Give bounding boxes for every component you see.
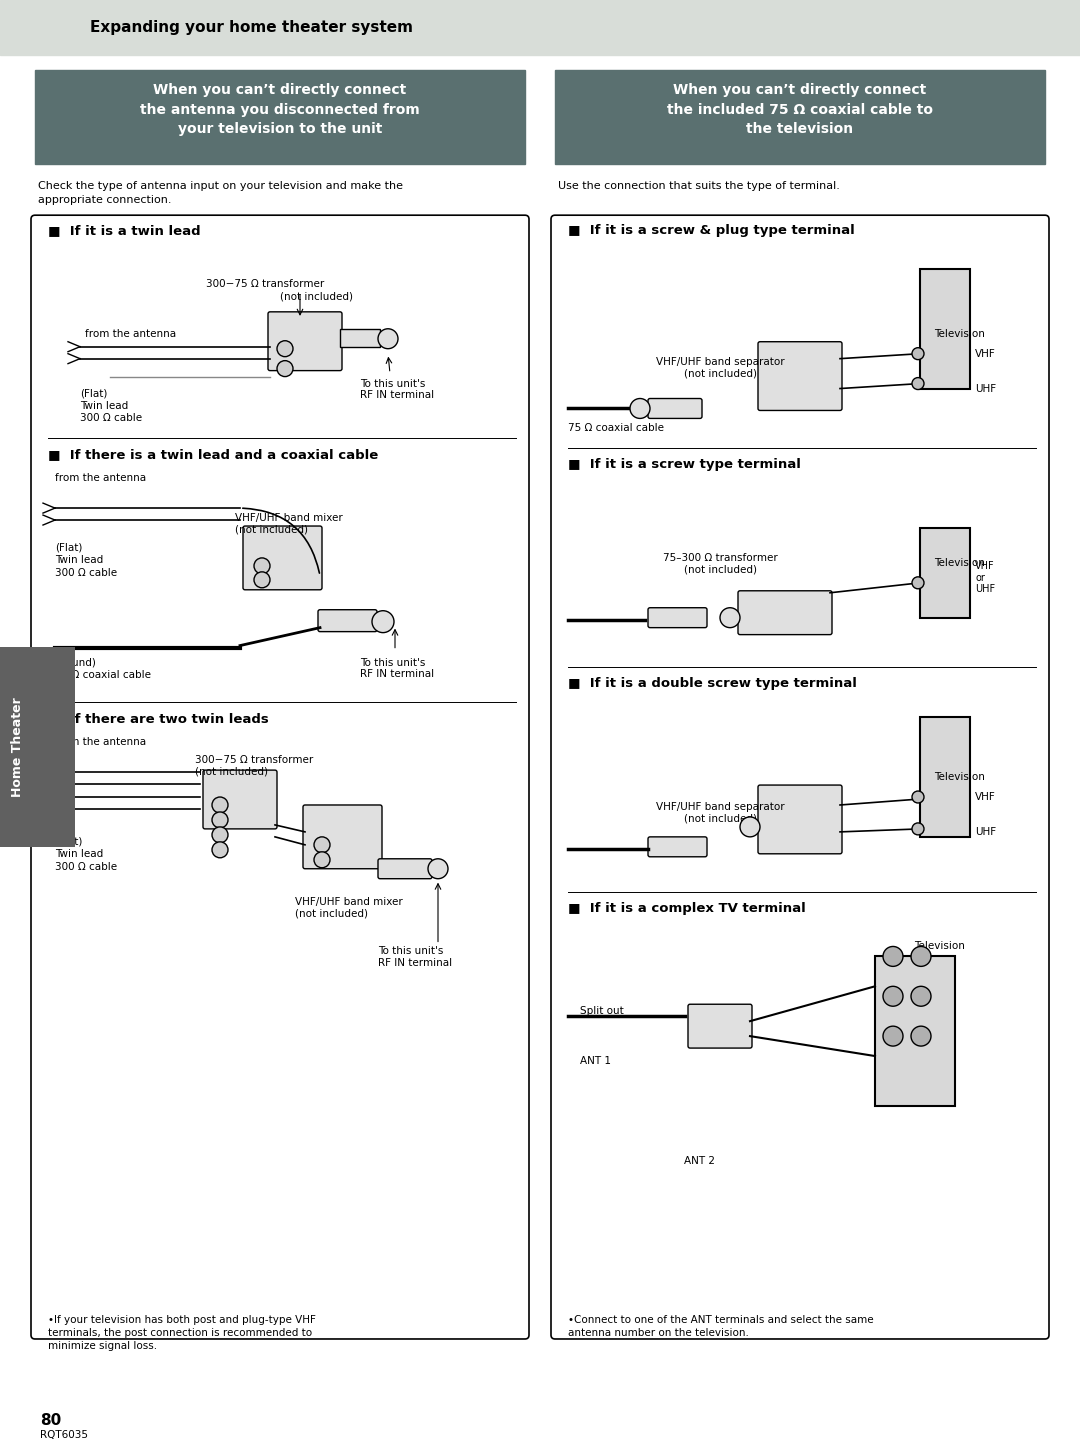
Text: •If your television has both post and plug-type VHF
terminals, the post connecti: •If your television has both post and pl… [48,1316,315,1352]
Text: VHF: VHF [975,793,996,803]
Text: To this unit's
RF IN terminal: To this unit's RF IN terminal [378,947,453,968]
Text: ANT 1: ANT 1 [580,1056,611,1066]
Circle shape [883,947,903,967]
Text: (Flat)
Twin lead
300 Ω cable: (Flat) Twin lead 300 Ω cable [55,837,117,872]
Text: (Round)
75 Ω coaxial cable: (Round) 75 Ω coaxial cable [55,657,151,680]
FancyBboxPatch shape [243,526,322,589]
Text: UHF: UHF [975,827,996,837]
Text: 75–300 Ω transformer
(not included): 75–300 Ω transformer (not included) [663,553,778,575]
Circle shape [314,852,330,867]
Text: Home Theater: Home Theater [12,697,25,797]
Bar [340,329,380,347]
Text: 75 Ω coaxial cable: 75 Ω coaxial cable [568,424,664,434]
Circle shape [276,340,293,357]
Text: Television: Television [934,329,985,339]
Text: VHF/UHF band mixer
(not included): VHF/UHF band mixer (not included) [235,513,342,535]
Text: RQT6035: RQT6035 [40,1429,87,1440]
Bar [920,718,970,837]
FancyBboxPatch shape [318,610,377,631]
FancyBboxPatch shape [378,859,432,879]
Text: VHF/UHF band mixer
(not included): VHF/UHF band mixer (not included) [295,896,403,918]
Circle shape [912,1026,931,1046]
Circle shape [883,986,903,1006]
Circle shape [740,817,760,837]
FancyBboxPatch shape [203,769,276,829]
Text: ■  If it is a screw type terminal: ■ If it is a screw type terminal [568,458,801,471]
Circle shape [254,558,270,574]
Circle shape [912,378,924,389]
Text: Television: Television [934,772,985,782]
Text: Television: Television [934,558,985,568]
Text: Use the connection that suits the type of terminal.: Use the connection that suits the type o… [558,182,840,192]
FancyBboxPatch shape [648,837,707,857]
Text: •Connect to one of the ANT terminals and select the same
antenna number on the t: •Connect to one of the ANT terminals and… [568,1316,874,1339]
Circle shape [212,842,228,857]
Circle shape [212,811,228,829]
Text: 300−75 Ω transformer
(not included): 300−75 Ω transformer (not included) [195,755,313,777]
Text: VHF
or
UHF: VHF or UHF [975,561,995,595]
FancyBboxPatch shape [303,806,382,869]
Bar [0,0,1080,55]
Bar [920,269,970,389]
Circle shape [212,827,228,843]
FancyBboxPatch shape [688,1004,752,1048]
Text: When you can’t directly connect
the included 75 Ω coaxial cable to
the televisio: When you can’t directly connect the incl… [667,84,933,135]
Circle shape [912,791,924,803]
Text: VHF/UHF band separator
(not included): VHF/UHF band separator (not included) [656,803,784,824]
Text: Split out: Split out [580,1006,624,1016]
FancyBboxPatch shape [648,608,707,628]
Circle shape [912,576,924,589]
FancyBboxPatch shape [758,342,842,411]
Circle shape [912,347,924,360]
FancyBboxPatch shape [758,785,842,855]
Circle shape [630,399,650,418]
Text: ■  If it is a screw & plug type terminal: ■ If it is a screw & plug type terminal [568,225,854,238]
Text: ■  If there are two twin leads: ■ If there are two twin leads [48,712,269,725]
FancyBboxPatch shape [268,311,342,370]
Text: ■  If it is a twin lead: ■ If it is a twin lead [48,225,201,238]
Text: ■  If it is a double screw type terminal: ■ If it is a double screw type terminal [568,677,856,690]
Bar [35,69,525,164]
Text: UHF: UHF [975,383,996,393]
Text: from the antenna: from the antenna [55,473,146,483]
Bar [875,957,955,1105]
Circle shape [314,837,330,853]
Text: Television: Television [915,941,966,951]
Text: To this unit's
RF IN terminal: To this unit's RF IN terminal [360,379,434,401]
Text: from the antenna: from the antenna [55,738,146,748]
Bar [920,527,970,618]
FancyBboxPatch shape [648,399,702,418]
Text: 300−75 Ω transformer: 300−75 Ω transformer [206,280,324,290]
Circle shape [912,823,924,834]
Text: (Flat)
Twin lead
300 Ω cable: (Flat) Twin lead 300 Ω cable [80,389,143,424]
Circle shape [276,360,293,376]
Text: To this unit's
RF IN terminal: To this unit's RF IN terminal [360,657,434,679]
Text: VHF: VHF [975,349,996,359]
FancyBboxPatch shape [31,215,529,1339]
Text: ■  If there is a twin lead and a coaxial cable: ■ If there is a twin lead and a coaxial … [48,448,378,461]
Text: VHF/UHF band separator
(not included): VHF/UHF band separator (not included) [656,357,784,379]
Text: ■  If it is a complex TV terminal: ■ If it is a complex TV terminal [568,902,806,915]
Circle shape [883,1026,903,1046]
Text: ANT 2: ANT 2 [685,1156,715,1166]
FancyBboxPatch shape [551,215,1049,1339]
Circle shape [912,986,931,1006]
Bar [555,69,1045,164]
Text: Expanding your home theater system: Expanding your home theater system [90,20,413,36]
Text: from the antenna: from the antenna [85,329,176,339]
Circle shape [378,329,399,349]
Text: When you can’t directly connect
the antenna you disconnected from
your televisio: When you can’t directly connect the ante… [140,84,420,135]
FancyBboxPatch shape [738,591,832,634]
Circle shape [720,608,740,628]
Circle shape [254,572,270,588]
Text: 80: 80 [40,1412,62,1428]
Circle shape [372,611,394,633]
Circle shape [428,859,448,879]
Circle shape [912,947,931,967]
Text: (Flat)
Twin lead
300 Ω cable: (Flat) Twin lead 300 Ω cable [55,543,117,578]
Text: (not included): (not included) [280,293,353,303]
Text: Check the type of antenna input on your television and make the
appropriate conn: Check the type of antenna input on your … [38,182,403,205]
Circle shape [212,797,228,813]
